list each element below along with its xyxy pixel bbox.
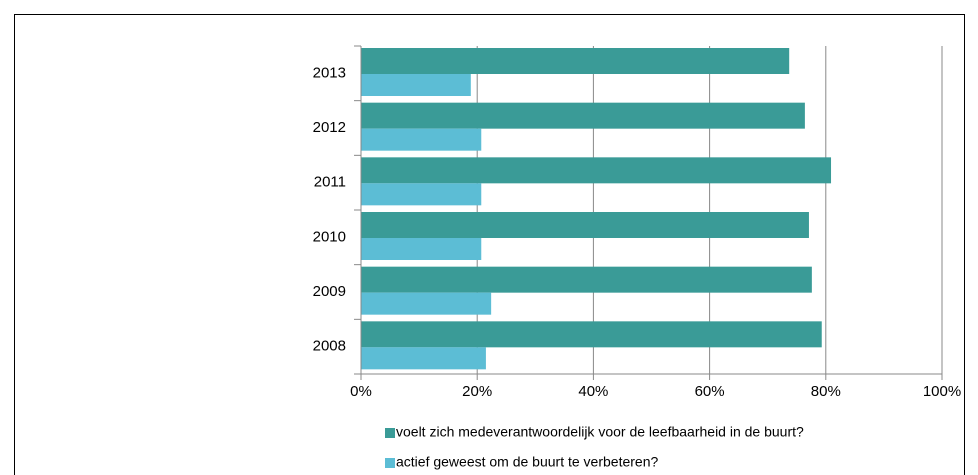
x-tick-label: 40% <box>578 383 608 400</box>
y-tick-label: 2009 <box>313 283 346 300</box>
x-tick-label: 80% <box>811 383 841 400</box>
bar <box>361 128 482 151</box>
x-tick-label: 0% <box>350 383 372 400</box>
bar <box>361 183 482 206</box>
y-tick-label: 2011 <box>314 174 346 191</box>
x-tick-label: 100% <box>923 383 961 400</box>
x-tick-label: 60% <box>695 383 725 400</box>
bar <box>361 238 482 260</box>
y-tick-label: 2012 <box>313 119 346 136</box>
y-tick-label: 2013 <box>313 64 346 81</box>
legend-label: voelt zich medeverantwoordelijk voor de … <box>396 424 804 440</box>
bar <box>361 212 809 238</box>
bar <box>361 321 822 348</box>
bar <box>361 266 812 293</box>
bar <box>361 157 832 184</box>
x-tick-label: 20% <box>462 383 492 400</box>
bar <box>361 74 471 96</box>
legend-swatch <box>385 428 395 438</box>
y-tick-label: 2008 <box>313 338 346 355</box>
y-tick-label: 2010 <box>313 228 346 245</box>
chart-border <box>14 14 965 475</box>
bar <box>361 48 790 74</box>
bar <box>361 102 805 129</box>
bar <box>361 347 486 370</box>
legend-label: actief geweest om de buurt te verbeteren… <box>396 454 658 470</box>
bar <box>361 292 492 315</box>
legend-swatch <box>385 458 395 468</box>
